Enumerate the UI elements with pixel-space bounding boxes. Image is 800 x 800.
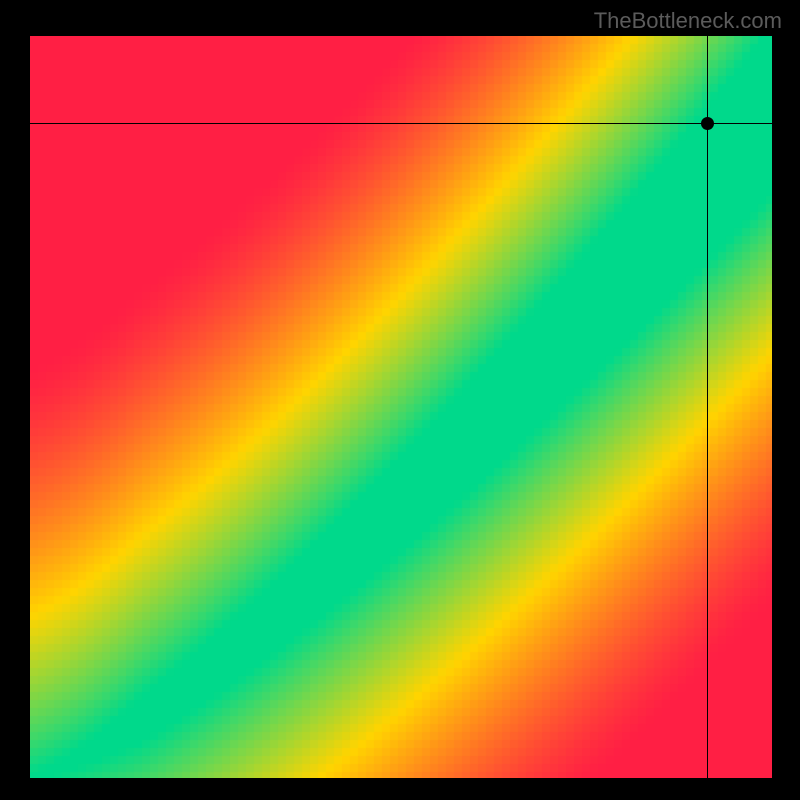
crosshair-marker-dot [701, 117, 714, 130]
heatmap-canvas [30, 36, 772, 778]
crosshair-vertical [707, 36, 709, 778]
bottleneck-heatmap [30, 36, 772, 778]
crosshair-horizontal [30, 123, 772, 125]
watermark-text: TheBottleneck.com [594, 8, 782, 34]
